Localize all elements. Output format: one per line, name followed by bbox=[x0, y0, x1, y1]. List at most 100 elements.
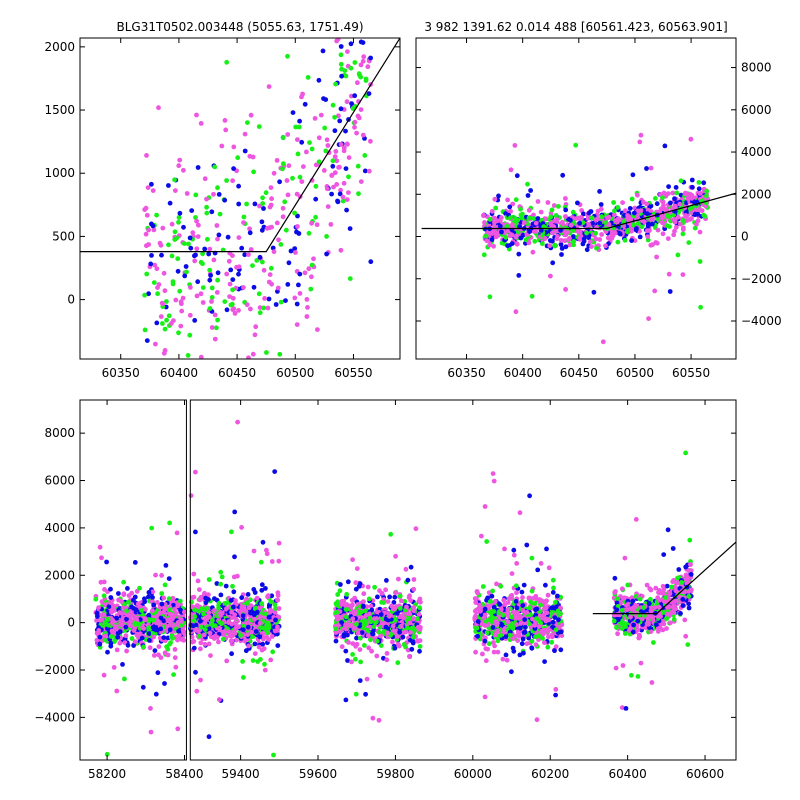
data-point-green bbox=[593, 230, 599, 236]
data-point-magenta bbox=[635, 215, 640, 220]
data-point-magenta bbox=[236, 608, 242, 614]
data-point-blue bbox=[269, 593, 275, 599]
data-point-green bbox=[405, 625, 410, 631]
data-point-magenta bbox=[154, 266, 160, 272]
data-point-magenta bbox=[181, 637, 187, 643]
data-point-magenta bbox=[649, 680, 655, 685]
data-point-magenta bbox=[157, 240, 163, 246]
data-point-green bbox=[322, 125, 328, 131]
data-point-blue bbox=[520, 636, 526, 642]
data-point-magenta bbox=[645, 234, 651, 240]
data-point-green bbox=[93, 596, 99, 602]
data-point-blue bbox=[161, 635, 167, 640]
data-point-magenta bbox=[122, 640, 128, 645]
data-point-magenta bbox=[233, 626, 239, 631]
data-point-green bbox=[407, 616, 413, 621]
data-point-magenta bbox=[356, 115, 362, 121]
data-point-magenta bbox=[131, 628, 137, 633]
data-point-green bbox=[171, 672, 177, 677]
data-point-green bbox=[224, 59, 230, 65]
data-point-green bbox=[241, 623, 247, 629]
data-point-green bbox=[584, 230, 589, 236]
data-point-green bbox=[639, 224, 645, 230]
data-point-green bbox=[245, 600, 251, 606]
data-point-magenta bbox=[111, 608, 117, 613]
data-point-blue bbox=[257, 634, 263, 640]
data-point-green bbox=[513, 583, 519, 589]
data-point-magenta bbox=[156, 652, 161, 658]
data-point-green bbox=[206, 577, 212, 582]
data-point-green bbox=[102, 620, 108, 625]
data-point-green bbox=[215, 185, 220, 191]
data-point-blue bbox=[397, 629, 402, 635]
data-point-magenta bbox=[603, 243, 608, 249]
data-point-green bbox=[220, 636, 226, 642]
data-point-green bbox=[549, 207, 555, 213]
data-point-magenta bbox=[230, 295, 236, 301]
data-point-magenta bbox=[101, 672, 107, 678]
data-point-magenta bbox=[416, 612, 422, 617]
data-point-magenta bbox=[671, 232, 677, 238]
data-point-green bbox=[348, 65, 354, 71]
data-point-magenta bbox=[398, 623, 404, 629]
data-point-magenta bbox=[546, 617, 551, 623]
data-point-green bbox=[324, 234, 329, 239]
data-point-magenta bbox=[244, 596, 249, 602]
data-point-magenta bbox=[491, 649, 497, 655]
data-point-green bbox=[344, 591, 350, 597]
data-point-magenta bbox=[498, 607, 504, 612]
data-point-magenta bbox=[514, 241, 520, 247]
data-point-green bbox=[254, 258, 260, 263]
axes-frame bbox=[79, 37, 401, 360]
data-point-magenta bbox=[542, 640, 547, 645]
data-point-blue bbox=[240, 627, 246, 633]
data-point-magenta bbox=[294, 191, 300, 197]
data-point-green bbox=[528, 599, 533, 605]
data-point-green bbox=[490, 588, 495, 594]
data-point-magenta bbox=[114, 647, 120, 653]
data-point-blue bbox=[257, 254, 263, 260]
data-point-magenta bbox=[227, 633, 233, 639]
data-point-blue bbox=[665, 527, 671, 533]
data-point-blue bbox=[272, 469, 278, 474]
data-point-magenta bbox=[343, 625, 348, 630]
data-point-magenta bbox=[230, 178, 236, 184]
data-point-blue bbox=[560, 172, 566, 178]
data-point-magenta bbox=[258, 614, 263, 620]
data-point-magenta bbox=[272, 628, 278, 634]
data-point-blue bbox=[296, 231, 302, 236]
data-point-magenta bbox=[161, 270, 167, 276]
data-point-blue bbox=[182, 273, 188, 279]
data-point-magenta bbox=[128, 619, 134, 624]
data-point-magenta bbox=[266, 84, 272, 89]
data-point-green bbox=[160, 321, 165, 326]
data-point-magenta bbox=[358, 62, 364, 68]
data-point-blue bbox=[216, 232, 222, 238]
data-point-green bbox=[362, 643, 367, 648]
data-point-blue bbox=[245, 624, 251, 630]
data-point-blue bbox=[475, 619, 481, 624]
data-point-magenta bbox=[202, 590, 207, 596]
data-point-blue bbox=[236, 271, 241, 277]
data-point-blue bbox=[162, 681, 167, 686]
data-point-blue bbox=[581, 236, 587, 241]
data-point-green bbox=[347, 276, 353, 281]
data-point-blue bbox=[644, 211, 650, 217]
data-point-magenta bbox=[513, 234, 519, 240]
data-point-magenta bbox=[606, 222, 612, 227]
data-point-magenta bbox=[597, 237, 603, 242]
data-point-blue bbox=[550, 260, 556, 266]
data-point-magenta bbox=[332, 154, 338, 160]
data-point-green bbox=[212, 164, 218, 170]
data-point-blue bbox=[517, 224, 522, 230]
data-point-magenta bbox=[514, 590, 519, 596]
data-point-magenta bbox=[524, 641, 530, 647]
data-point-green bbox=[333, 81, 338, 87]
data-point-magenta bbox=[208, 634, 214, 640]
data-point-green bbox=[280, 135, 286, 140]
data-point-magenta bbox=[119, 622, 124, 628]
data-point-blue bbox=[550, 590, 556, 595]
data-point-green bbox=[174, 235, 180, 241]
data-point-magenta bbox=[348, 605, 354, 610]
data-point-magenta bbox=[276, 558, 282, 564]
